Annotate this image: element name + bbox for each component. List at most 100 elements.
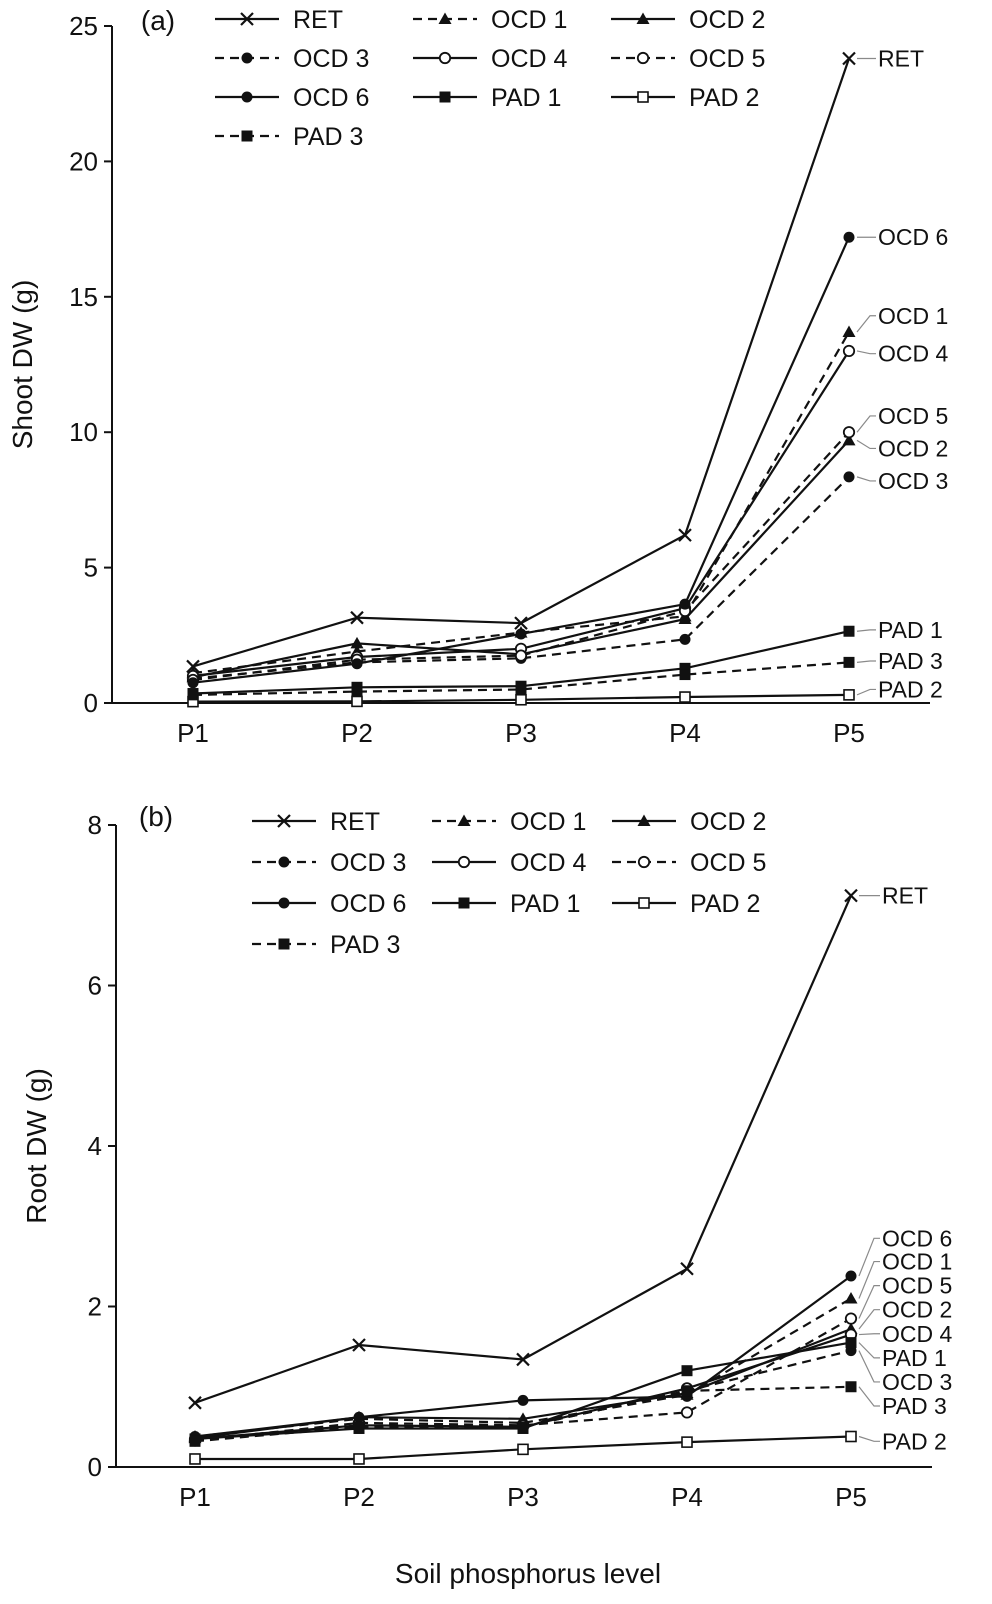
y-tick-label: 4 xyxy=(88,1131,102,1161)
series-end-label: OCD 5 xyxy=(878,403,948,429)
legend-marker xyxy=(439,91,451,103)
legend-label: PAD 1 xyxy=(510,890,580,918)
legend-marker xyxy=(241,130,253,142)
y-tick-label: 10 xyxy=(69,417,98,447)
data-point xyxy=(842,51,856,66)
label-leader-line xyxy=(856,415,876,433)
data-point xyxy=(679,662,691,674)
label-leader-line xyxy=(858,1333,880,1336)
series-line xyxy=(194,1317,852,1442)
data-point xyxy=(842,325,856,338)
legend-label: OCD 4 xyxy=(491,45,568,73)
data-point xyxy=(845,1337,857,1349)
label-leader-line xyxy=(858,1342,880,1359)
legend-item-pad-1: PAD 1 xyxy=(413,84,561,112)
legend-marker xyxy=(277,814,291,828)
data-point xyxy=(517,1443,529,1456)
legend-marker xyxy=(637,91,649,103)
data-point xyxy=(350,636,364,649)
legend-item-ocd-2: OCD 2 xyxy=(612,808,766,836)
data-point xyxy=(843,689,855,701)
legend-item-ocd-1: OCD 1 xyxy=(413,6,567,34)
panel-label: (a) xyxy=(141,5,175,36)
data-point xyxy=(845,1270,857,1282)
series-end-label: PAD 2 xyxy=(878,676,943,702)
data-point xyxy=(515,693,527,706)
legend-item-ocd-5: OCD 5 xyxy=(611,45,765,73)
x-tick-label: P1 xyxy=(177,718,209,748)
series-line xyxy=(194,1385,852,1443)
legend-item-ocd-1: OCD 1 xyxy=(432,808,586,836)
legend-marker xyxy=(241,91,253,103)
series-end-label: PAD 3 xyxy=(878,648,943,674)
legend-label: OCD 6 xyxy=(330,890,406,918)
series-end-label: OCD 2 xyxy=(882,1297,952,1323)
legend-marker xyxy=(457,814,471,826)
y-tick-label: 5 xyxy=(84,553,98,583)
data-point xyxy=(515,628,527,640)
y-tick-label: 2 xyxy=(88,1292,102,1322)
legend-marker xyxy=(637,855,651,869)
x-tick-label: P2 xyxy=(343,1482,375,1512)
data-point xyxy=(680,1262,694,1276)
x-tick-label: P5 xyxy=(835,1482,867,1512)
data-point xyxy=(516,1352,530,1367)
series-end-label: OCD 3 xyxy=(882,1369,952,1395)
data-point xyxy=(350,610,364,625)
legend: RET OCD 1 OCD 2 OCD 3 OCD 4 OCD 5 OCD 6 PAD 1 PA… xyxy=(215,6,765,151)
series-ret xyxy=(188,888,858,1410)
label-leader-line xyxy=(856,629,876,632)
legend-label: OCD 2 xyxy=(689,6,765,34)
series-end-label: OCD 3 xyxy=(878,468,948,494)
y-tick-label: 20 xyxy=(69,146,98,176)
series-line xyxy=(194,895,853,1404)
data-point xyxy=(514,616,528,630)
data-point xyxy=(679,633,691,645)
series-pad-3 xyxy=(187,656,855,701)
data-point xyxy=(680,1406,694,1419)
legend-label: OCD 3 xyxy=(293,45,369,73)
y-tick-label: 0 xyxy=(84,688,98,718)
series-line xyxy=(192,661,850,696)
label-leader-line xyxy=(856,439,876,450)
label-leader-line xyxy=(858,1237,880,1277)
legend-item-ocd-6: OCD 6 xyxy=(252,890,406,918)
legend-item-ocd-5: OCD 5 xyxy=(612,849,766,877)
legend-item-ocd-6: OCD 6 xyxy=(215,84,369,112)
legend-marker xyxy=(241,52,253,64)
data-point xyxy=(188,1396,202,1410)
series-ocd-1 xyxy=(186,325,856,679)
x-axis-title: Soil phosphorus level xyxy=(395,1558,661,1589)
data-point xyxy=(514,649,528,662)
data-point xyxy=(681,1365,693,1377)
series-end-label: OCD 6 xyxy=(878,224,948,250)
y-tick-label: 25 xyxy=(69,11,98,41)
data-point xyxy=(843,625,855,637)
x-tick-label: P1 xyxy=(179,1482,211,1512)
legend-item-pad-2: PAD 2 xyxy=(611,84,759,112)
legend-marker xyxy=(240,12,254,26)
data-point xyxy=(843,471,855,483)
panel-a-shoot-dw: 0 5 10 15 20 25 P1 P2 P3 P4 P5 Shoot DW (g) (a) RET OC… xyxy=(7,5,949,748)
label-leader-line xyxy=(858,1435,880,1442)
legend-item-pad-3: PAD 3 xyxy=(252,931,400,959)
label-leader-line xyxy=(856,660,876,663)
legend-label: OCD 5 xyxy=(690,849,766,877)
y-tick-label: 8 xyxy=(88,810,102,840)
series-end-label: PAD 3 xyxy=(882,1393,947,1419)
legend-marker xyxy=(636,51,650,65)
panel-label: (b) xyxy=(139,801,173,832)
legend-item-pad-1: PAD 1 xyxy=(432,890,580,918)
legend-label: PAD 3 xyxy=(330,931,400,959)
data-point xyxy=(842,433,856,446)
data-point xyxy=(845,1430,857,1443)
label-leader-line xyxy=(858,1260,880,1299)
data-point xyxy=(679,598,691,610)
legend-item-ocd-4: OCD 4 xyxy=(432,849,587,877)
legend-marker xyxy=(457,855,471,869)
data-point xyxy=(681,1436,693,1448)
y-tick-label: 15 xyxy=(69,282,98,312)
data-point xyxy=(351,658,363,670)
label-leader-line xyxy=(858,1386,880,1407)
